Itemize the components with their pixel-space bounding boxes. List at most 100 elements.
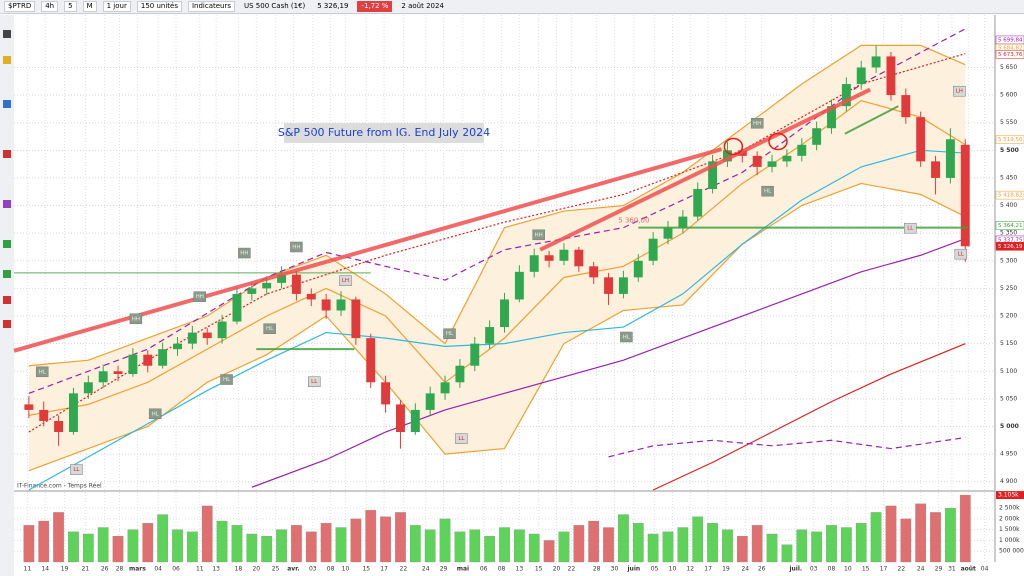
x-tick-label: 21 xyxy=(82,566,90,573)
x-tick-label: 11 xyxy=(24,566,32,573)
volume-bar xyxy=(335,527,347,563)
price-badge xyxy=(995,35,1024,45)
tool-icon[interactable] xyxy=(3,320,11,328)
tool-icon[interactable] xyxy=(3,240,11,248)
volume-bar xyxy=(959,494,971,563)
candle-body xyxy=(856,67,866,85)
candle-body xyxy=(633,260,643,278)
price-badge-label: 5 337,75 xyxy=(998,237,1023,243)
y-tick-label: 4 900 xyxy=(1000,478,1017,485)
pattern-label: HH xyxy=(292,244,300,250)
y-tick-label: 5 050 xyxy=(1000,395,1017,402)
volume-bar xyxy=(528,533,540,563)
volume-bar xyxy=(187,531,198,563)
volume-bar xyxy=(751,525,763,563)
volume-bar xyxy=(826,525,837,563)
x-tick-label: 08 xyxy=(327,566,335,573)
y-tick-label: 5 250 xyxy=(1000,285,1017,292)
volume-bar xyxy=(365,510,377,563)
volume-bar xyxy=(945,507,956,563)
volume-bar xyxy=(216,520,228,563)
volume-bar xyxy=(97,527,109,563)
volume-bar xyxy=(454,531,466,563)
volume-bar xyxy=(499,527,510,563)
x-tick-label: 24 xyxy=(917,566,925,573)
period[interactable]: 1 jour xyxy=(102,1,131,12)
candle-body xyxy=(306,293,316,300)
indicator-line xyxy=(28,28,966,394)
pattern-box xyxy=(620,331,633,343)
tool-icon[interactable] xyxy=(3,270,11,278)
indicator-line xyxy=(28,99,966,417)
candle-body xyxy=(782,155,792,162)
y-tick-label: 5 400 xyxy=(1000,202,1017,209)
x-tick-label: 04 xyxy=(981,566,989,573)
candle-body xyxy=(485,327,495,344)
candle-body xyxy=(812,128,822,145)
source: IT-Finance.com - Temps Réel xyxy=(17,483,102,490)
interval[interactable]: 4h xyxy=(41,1,59,12)
candle-body xyxy=(336,299,346,311)
volume-bar xyxy=(543,540,555,563)
volume-bar xyxy=(142,523,154,563)
interval[interactable]: 5 xyxy=(64,1,77,12)
price-badge-label: 5 364,21 xyxy=(998,223,1023,229)
indicator-line xyxy=(28,44,966,367)
pattern-box xyxy=(220,374,233,385)
candle-body xyxy=(500,299,509,328)
pattern-box xyxy=(193,291,207,302)
volume-bar xyxy=(38,520,50,563)
units[interactable]: 150 unités xyxy=(136,1,182,12)
indicator-line xyxy=(608,436,966,458)
volume-badge-label: 3.105k xyxy=(998,492,1019,499)
tool-icon[interactable] xyxy=(3,30,11,38)
volume-bar xyxy=(112,535,124,563)
volume-bar xyxy=(276,529,287,563)
pattern-box xyxy=(532,229,545,241)
tool-icon[interactable] xyxy=(3,296,11,304)
volume-bar xyxy=(514,529,525,563)
indicators[interactable]: Indicateurs xyxy=(187,1,236,12)
volume-tick-label: 1 500k xyxy=(999,526,1020,533)
y-tick-label: 5 200 xyxy=(1000,313,1017,320)
highlight-circle xyxy=(768,132,788,151)
volume-bar xyxy=(53,512,64,563)
pattern-label: HH xyxy=(196,294,204,300)
pattern-box xyxy=(238,247,251,259)
volume-bar xyxy=(855,523,867,563)
x-tick-label: 24 xyxy=(422,566,430,573)
candle-body xyxy=(202,332,212,339)
pattern-box xyxy=(129,313,143,325)
volume-bar xyxy=(291,525,302,563)
candle-body xyxy=(901,95,911,118)
candle-body xyxy=(68,393,78,433)
x-tick-label: 06 xyxy=(172,566,180,573)
pattern-box xyxy=(750,118,764,129)
volume-bar xyxy=(201,505,213,563)
y-tick-label: 4 950 xyxy=(1000,451,1017,458)
interval[interactable]: M xyxy=(82,1,97,12)
pattern-box xyxy=(443,328,456,339)
volume-bar xyxy=(558,531,570,563)
candle-body xyxy=(604,277,614,294)
x-tick-label: 03 xyxy=(309,566,317,573)
volume-bar xyxy=(900,518,912,563)
x-tick-label: 10 xyxy=(844,566,852,573)
pattern-label: HL xyxy=(39,369,47,375)
symbol[interactable]: $PTRD xyxy=(4,1,36,12)
pattern-box xyxy=(307,376,321,387)
tool-icon[interactable] xyxy=(3,150,11,158)
x-tick-label: 26 xyxy=(101,566,109,573)
pattern-label: LL xyxy=(958,252,965,258)
x-tick-label: août xyxy=(961,566,976,573)
volume-bar xyxy=(261,535,273,563)
x-tick-label: 29 xyxy=(935,566,943,573)
y-tick-label: 5 300 xyxy=(1000,257,1017,264)
candle-body xyxy=(529,255,539,272)
tool-icon[interactable] xyxy=(3,100,11,108)
tool-icon[interactable] xyxy=(3,56,11,64)
volume-bar xyxy=(766,533,778,563)
x-tick-label: juil. xyxy=(788,566,802,573)
tool-icon[interactable] xyxy=(3,200,11,208)
volume-bar xyxy=(707,523,718,563)
